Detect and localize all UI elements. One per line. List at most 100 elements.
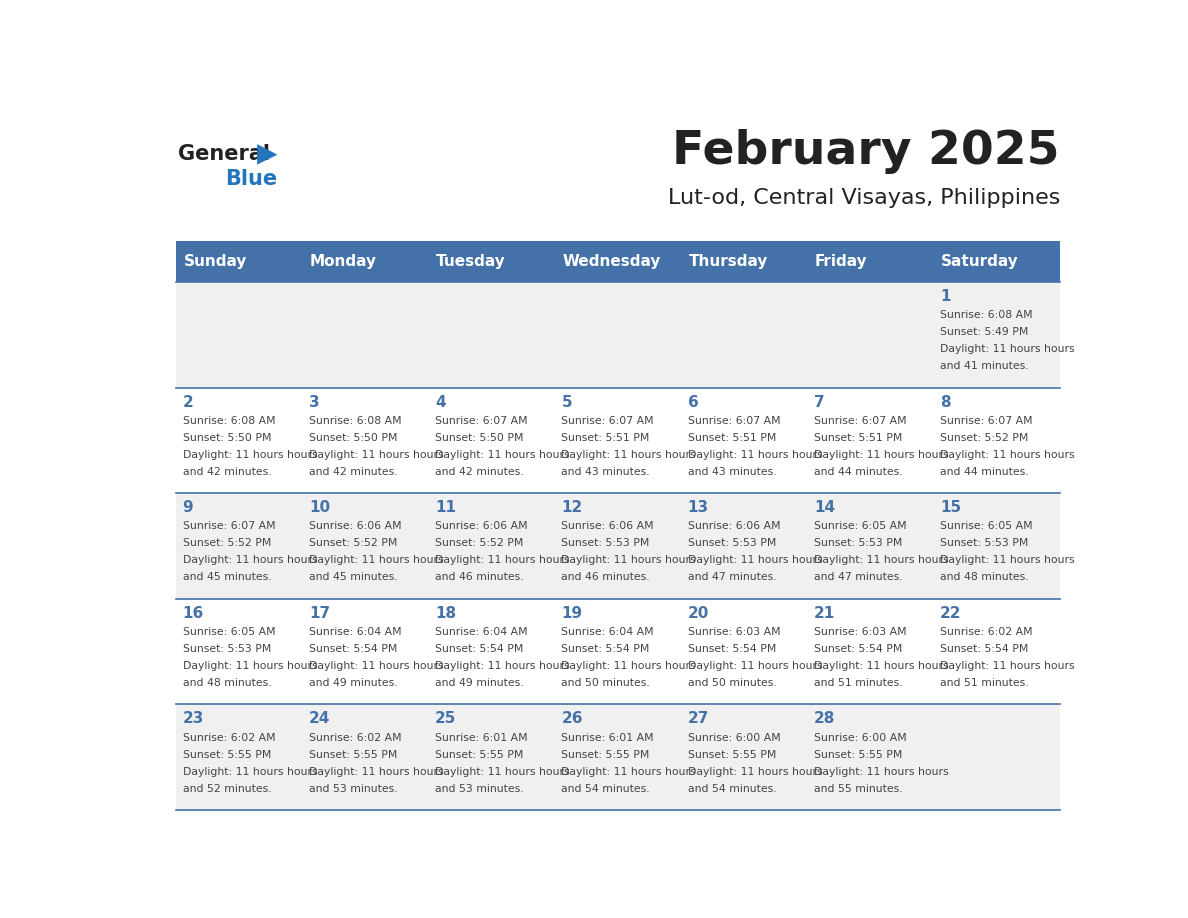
Text: Tuesday: Tuesday bbox=[436, 254, 506, 269]
Text: Sunrise: 6:02 AM: Sunrise: 6:02 AM bbox=[183, 733, 276, 743]
Text: Sunset: 5:52 PM: Sunset: 5:52 PM bbox=[309, 538, 397, 548]
Text: and 49 minutes.: and 49 minutes. bbox=[309, 677, 398, 688]
Bar bbox=[176, 599, 1060, 704]
Text: Sunrise: 6:05 AM: Sunrise: 6:05 AM bbox=[183, 627, 276, 637]
Text: Sunrise: 6:01 AM: Sunrise: 6:01 AM bbox=[435, 733, 527, 743]
Text: Sunrise: 6:08 AM: Sunrise: 6:08 AM bbox=[309, 416, 402, 426]
Text: 13: 13 bbox=[688, 500, 709, 515]
Text: Daylight: 11 hours hours: Daylight: 11 hours hours bbox=[309, 661, 443, 671]
Text: 24: 24 bbox=[309, 711, 330, 726]
Text: Sunrise: 6:03 AM: Sunrise: 6:03 AM bbox=[688, 627, 781, 637]
Text: Daylight: 11 hours hours: Daylight: 11 hours hours bbox=[688, 767, 822, 777]
Text: 18: 18 bbox=[435, 606, 456, 621]
Text: Friday: Friday bbox=[815, 254, 867, 269]
Text: 5: 5 bbox=[562, 395, 571, 409]
Text: 26: 26 bbox=[562, 711, 583, 726]
Text: Daylight: 11 hours hours: Daylight: 11 hours hours bbox=[183, 555, 317, 565]
Text: and 48 minutes.: and 48 minutes. bbox=[183, 677, 271, 688]
Text: Thursday: Thursday bbox=[689, 254, 767, 269]
Text: Sunset: 5:51 PM: Sunset: 5:51 PM bbox=[688, 432, 776, 442]
Text: Sunrise: 6:00 AM: Sunrise: 6:00 AM bbox=[814, 733, 906, 743]
Text: Sunrise: 6:00 AM: Sunrise: 6:00 AM bbox=[688, 733, 781, 743]
Text: Sunrise: 6:05 AM: Sunrise: 6:05 AM bbox=[940, 521, 1032, 532]
Text: Sunset: 5:52 PM: Sunset: 5:52 PM bbox=[183, 538, 271, 548]
Text: 11: 11 bbox=[435, 500, 456, 515]
Text: Daylight: 11 hours hours: Daylight: 11 hours hours bbox=[814, 661, 948, 671]
Text: Sunrise: 6:06 AM: Sunrise: 6:06 AM bbox=[435, 521, 527, 532]
Text: Sunset: 5:53 PM: Sunset: 5:53 PM bbox=[814, 538, 902, 548]
Text: Sunset: 5:53 PM: Sunset: 5:53 PM bbox=[562, 538, 650, 548]
Text: 22: 22 bbox=[940, 606, 961, 621]
Text: and 44 minutes.: and 44 minutes. bbox=[940, 466, 1029, 476]
Bar bbox=[176, 493, 1060, 599]
Text: Daylight: 11 hours hours: Daylight: 11 hours hours bbox=[688, 450, 822, 460]
Text: Sunrise: 6:01 AM: Sunrise: 6:01 AM bbox=[562, 733, 653, 743]
Text: Sunday: Sunday bbox=[183, 254, 247, 269]
Text: General: General bbox=[178, 144, 270, 164]
Text: and 42 minutes.: and 42 minutes. bbox=[183, 466, 271, 476]
Text: Sunrise: 6:04 AM: Sunrise: 6:04 AM bbox=[562, 627, 653, 637]
Text: and 45 minutes.: and 45 minutes. bbox=[183, 572, 271, 582]
Text: Daylight: 11 hours hours: Daylight: 11 hours hours bbox=[562, 555, 696, 565]
Text: Sunset: 5:53 PM: Sunset: 5:53 PM bbox=[940, 538, 1029, 548]
Text: Sunset: 5:54 PM: Sunset: 5:54 PM bbox=[562, 644, 650, 654]
Text: Saturday: Saturday bbox=[941, 254, 1019, 269]
Text: 14: 14 bbox=[814, 500, 835, 515]
Text: Sunset: 5:53 PM: Sunset: 5:53 PM bbox=[688, 538, 776, 548]
Text: Daylight: 11 hours hours: Daylight: 11 hours hours bbox=[435, 767, 570, 777]
Text: and 43 minutes.: and 43 minutes. bbox=[562, 466, 650, 476]
Text: 6: 6 bbox=[688, 395, 699, 409]
Text: and 54 minutes.: and 54 minutes. bbox=[562, 784, 650, 793]
Text: Daylight: 11 hours hours: Daylight: 11 hours hours bbox=[940, 555, 1075, 565]
Text: and 46 minutes.: and 46 minutes. bbox=[562, 572, 650, 582]
Text: Sunrise: 6:07 AM: Sunrise: 6:07 AM bbox=[562, 416, 653, 426]
Text: and 53 minutes.: and 53 minutes. bbox=[309, 784, 398, 793]
Text: Sunset: 5:54 PM: Sunset: 5:54 PM bbox=[435, 644, 524, 654]
Text: Sunset: 5:54 PM: Sunset: 5:54 PM bbox=[309, 644, 397, 654]
Text: 23: 23 bbox=[183, 711, 204, 726]
Text: 2: 2 bbox=[183, 395, 194, 409]
Text: Sunrise: 6:05 AM: Sunrise: 6:05 AM bbox=[814, 521, 906, 532]
Text: Sunrise: 6:04 AM: Sunrise: 6:04 AM bbox=[309, 627, 402, 637]
Text: and 42 minutes.: and 42 minutes. bbox=[309, 466, 398, 476]
Text: Sunset: 5:51 PM: Sunset: 5:51 PM bbox=[814, 432, 902, 442]
Text: Daylight: 11 hours hours: Daylight: 11 hours hours bbox=[435, 450, 570, 460]
Text: Sunrise: 6:07 AM: Sunrise: 6:07 AM bbox=[435, 416, 527, 426]
Text: 9: 9 bbox=[183, 500, 194, 515]
Text: 4: 4 bbox=[435, 395, 446, 409]
Text: Sunset: 5:50 PM: Sunset: 5:50 PM bbox=[309, 432, 397, 442]
Text: Daylight: 11 hours hours: Daylight: 11 hours hours bbox=[814, 767, 948, 777]
Text: Sunset: 5:55 PM: Sunset: 5:55 PM bbox=[183, 750, 271, 759]
Text: Daylight: 11 hours hours: Daylight: 11 hours hours bbox=[940, 344, 1075, 354]
Text: Sunset: 5:55 PM: Sunset: 5:55 PM bbox=[435, 750, 524, 759]
Text: 3: 3 bbox=[309, 395, 320, 409]
Text: 15: 15 bbox=[940, 500, 961, 515]
Text: Lut-od, Central Visayas, Philippines: Lut-od, Central Visayas, Philippines bbox=[668, 188, 1060, 207]
Text: Sunset: 5:52 PM: Sunset: 5:52 PM bbox=[940, 432, 1029, 442]
Text: Daylight: 11 hours hours: Daylight: 11 hours hours bbox=[940, 661, 1075, 671]
Text: and 46 minutes.: and 46 minutes. bbox=[435, 572, 524, 582]
Text: Sunrise: 6:02 AM: Sunrise: 6:02 AM bbox=[940, 627, 1032, 637]
Text: 12: 12 bbox=[562, 500, 582, 515]
Text: Sunset: 5:55 PM: Sunset: 5:55 PM bbox=[688, 750, 776, 759]
Text: Daylight: 11 hours hours: Daylight: 11 hours hours bbox=[562, 450, 696, 460]
Text: Sunset: 5:50 PM: Sunset: 5:50 PM bbox=[435, 432, 524, 442]
Text: Sunrise: 6:07 AM: Sunrise: 6:07 AM bbox=[688, 416, 781, 426]
Text: 1: 1 bbox=[940, 289, 950, 304]
Text: Sunset: 5:55 PM: Sunset: 5:55 PM bbox=[309, 750, 397, 759]
Polygon shape bbox=[257, 144, 278, 164]
Text: 21: 21 bbox=[814, 606, 835, 621]
Text: and 42 minutes.: and 42 minutes. bbox=[435, 466, 524, 476]
Text: Sunrise: 6:06 AM: Sunrise: 6:06 AM bbox=[562, 521, 653, 532]
Bar bbox=[176, 704, 1060, 810]
Text: Wednesday: Wednesday bbox=[562, 254, 661, 269]
Text: Daylight: 11 hours hours: Daylight: 11 hours hours bbox=[814, 450, 948, 460]
Text: and 51 minutes.: and 51 minutes. bbox=[814, 677, 903, 688]
Text: and 55 minutes.: and 55 minutes. bbox=[814, 784, 903, 793]
Text: and 47 minutes.: and 47 minutes. bbox=[814, 572, 903, 582]
Text: Daylight: 11 hours hours: Daylight: 11 hours hours bbox=[688, 661, 822, 671]
Text: 19: 19 bbox=[562, 606, 582, 621]
Text: and 49 minutes.: and 49 minutes. bbox=[435, 677, 524, 688]
Bar bbox=[176, 387, 1060, 493]
Text: Sunrise: 6:06 AM: Sunrise: 6:06 AM bbox=[688, 521, 781, 532]
